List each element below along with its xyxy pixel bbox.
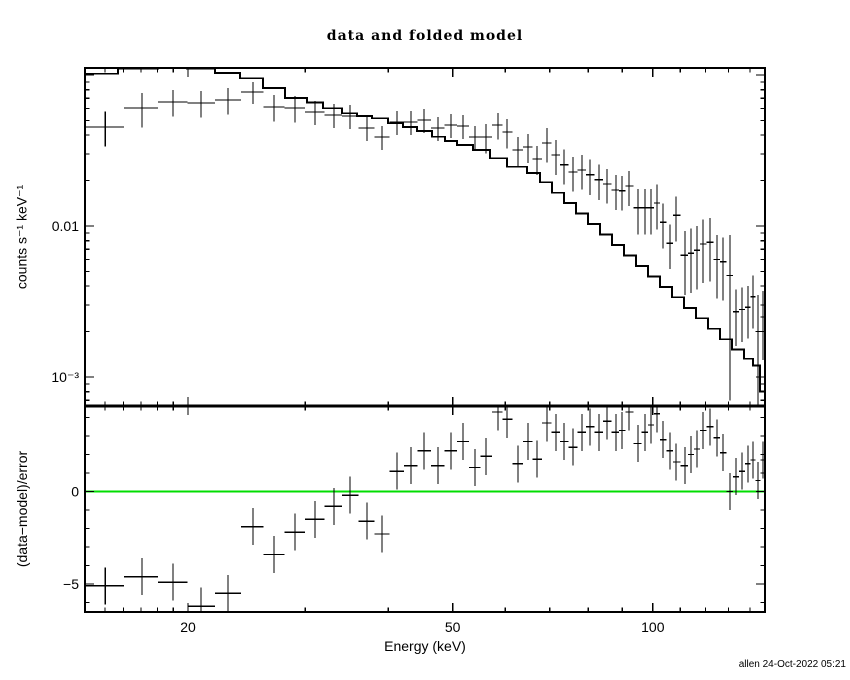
x-axis-label: Energy (keV): [384, 638, 466, 654]
svg-text:50: 50: [445, 619, 461, 635]
timestamp: allen 24-Oct-2022 05:21: [738, 659, 846, 670]
svg-text:0: 0: [71, 484, 79, 500]
svg-text:10⁻³: 10⁻³: [51, 369, 79, 385]
svg-text:100: 100: [641, 619, 665, 635]
svg-text:−5: −5: [63, 576, 79, 592]
svg-text:20: 20: [180, 619, 196, 635]
plot-title: data and folded model: [326, 28, 524, 44]
svg-text:0.01: 0.01: [52, 218, 79, 234]
y-axis-label-residuals: (data−model)/error: [14, 450, 30, 568]
y-axis-label-counts: counts s⁻¹ keV⁻¹: [13, 184, 30, 290]
